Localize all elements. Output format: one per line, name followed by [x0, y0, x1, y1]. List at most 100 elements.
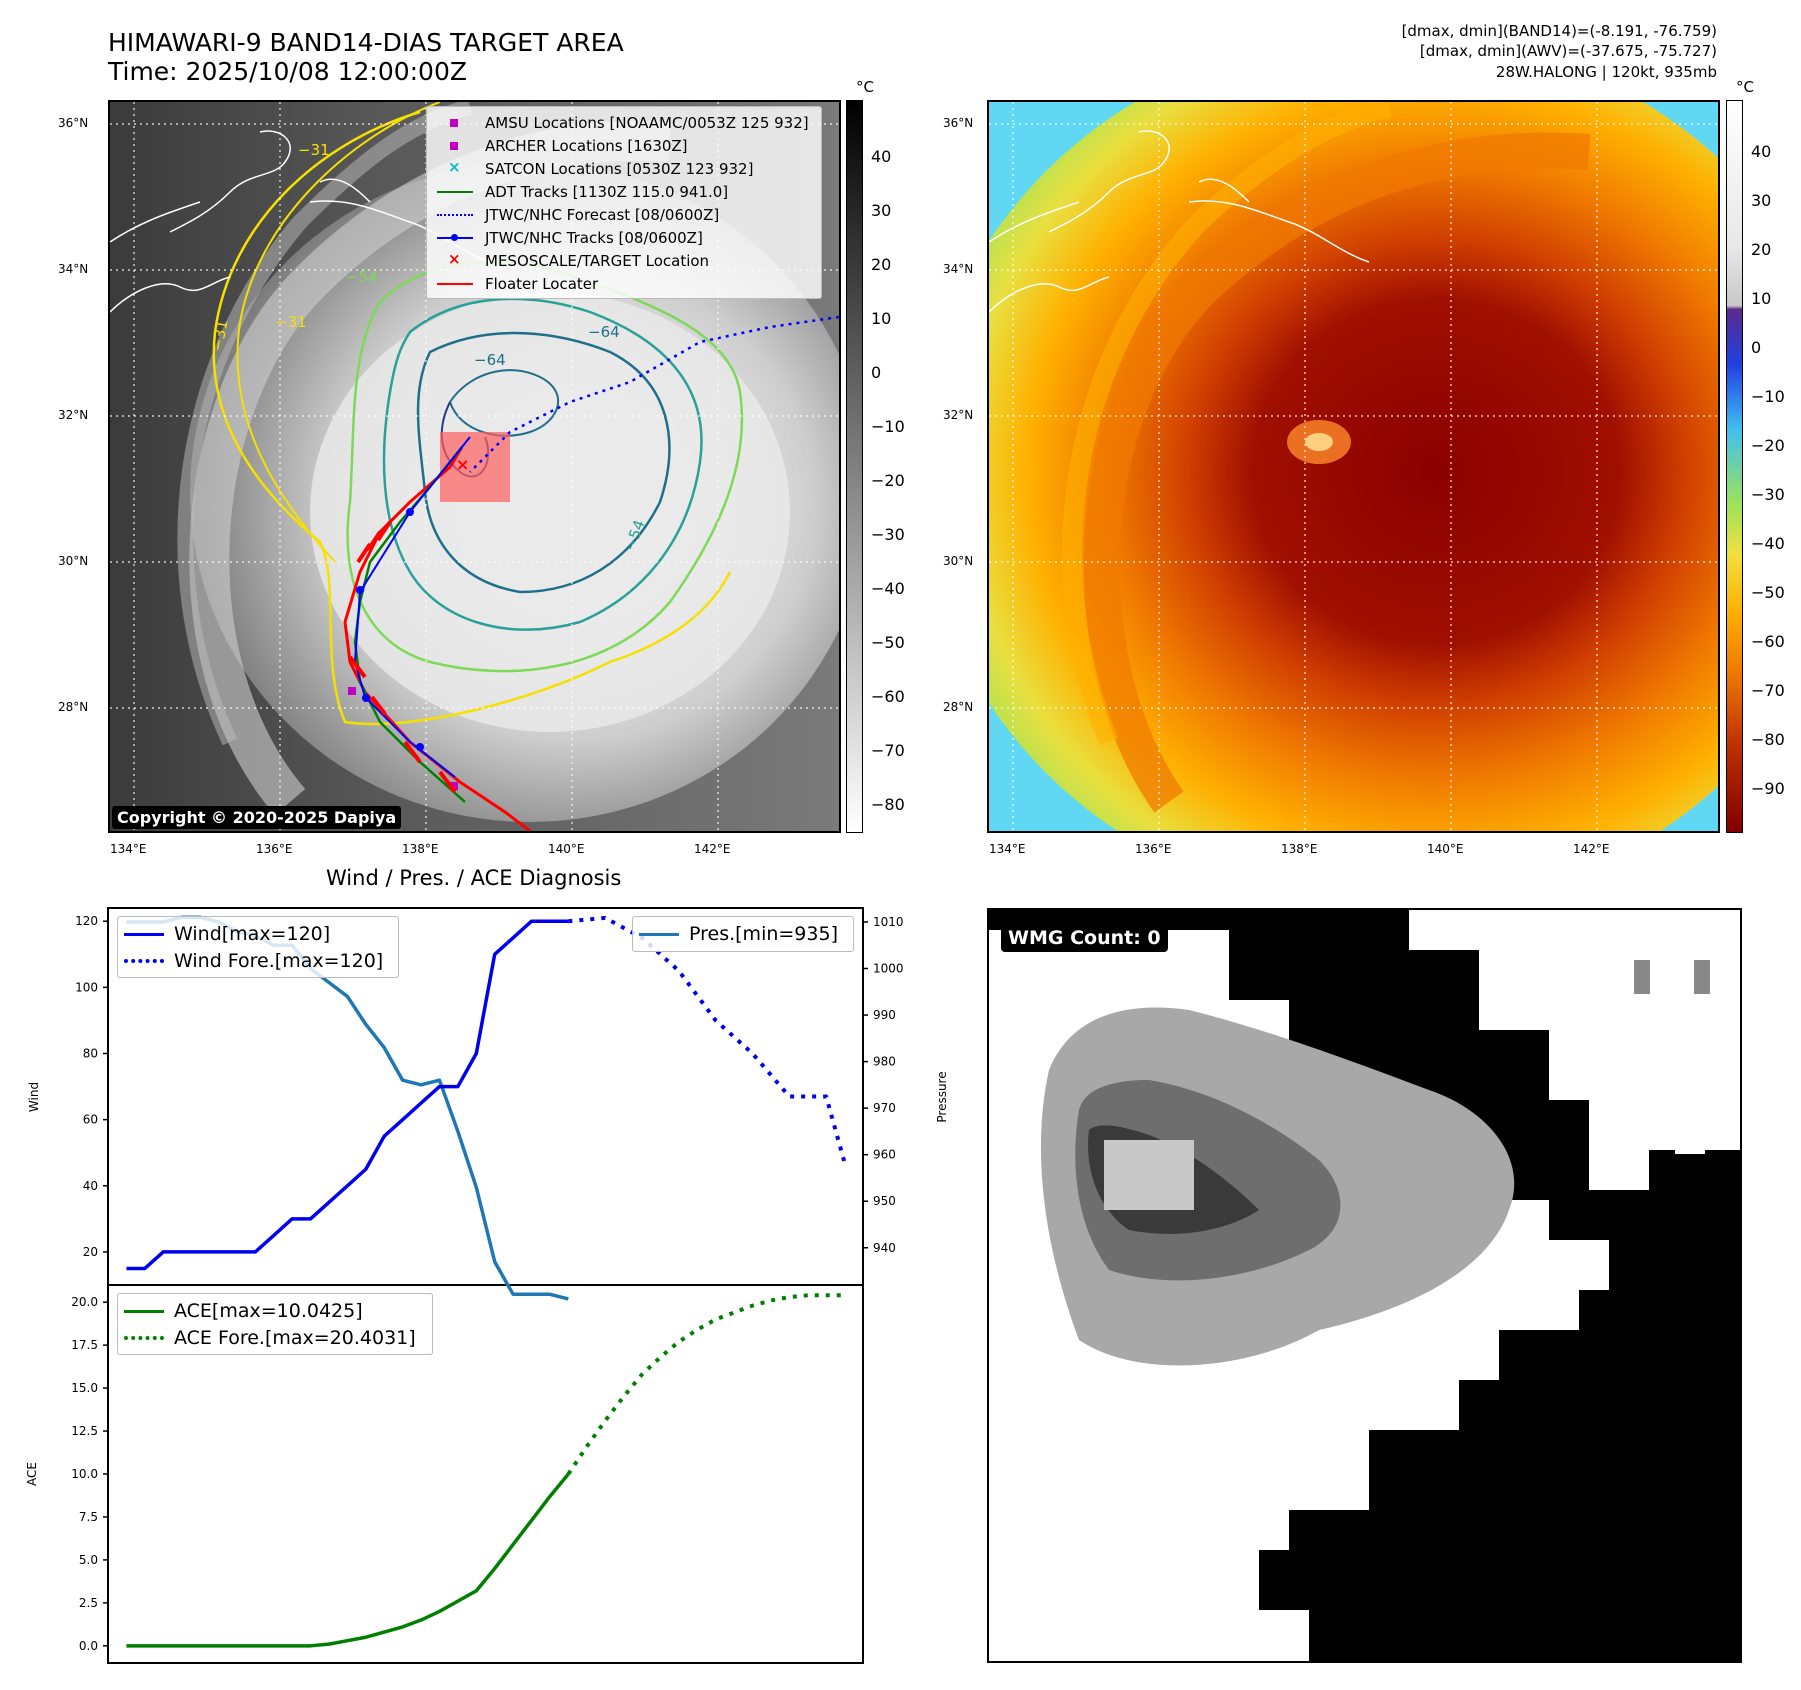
lat-label: 28°N	[943, 700, 974, 714]
colorbar-tick: −90	[1751, 779, 1785, 798]
track-barbs	[348, 520, 457, 794]
wind-tick-label: 120	[75, 914, 98, 928]
colorbar-tick: −30	[1751, 485, 1785, 504]
ace-tick-label: 2.5	[79, 1596, 98, 1610]
pressure-tick-label: 1010	[873, 915, 904, 929]
ace-tick-label: 15.0	[71, 1381, 98, 1395]
track-point	[362, 694, 370, 702]
lat-label: 32°N	[58, 408, 89, 422]
colorbar-tick: −60	[871, 687, 905, 706]
legend-swatch-x-icon: ×	[448, 157, 461, 176]
legend-label: ARCHER Locations [1630Z]	[485, 136, 688, 155]
colorbar-unit: °C	[1736, 78, 1754, 96]
pressure-tick-label: 1000	[873, 962, 904, 976]
legend-swatch-line-icon	[435, 277, 475, 291]
colorbar-tick: −40	[871, 579, 905, 598]
colorbar-tick: −60	[1751, 632, 1785, 651]
lat-label: 30°N	[943, 554, 974, 568]
pressure-tick-label: 980	[873, 1055, 896, 1069]
legend-label: SATCON Locations [0530Z 123 932]	[485, 159, 754, 178]
legend-item-floater: Floater Locater	[435, 272, 813, 295]
lon-label: 140°E	[548, 842, 585, 856]
colorbar-tick: 20	[871, 255, 892, 274]
colorbar-tick: 0	[1751, 338, 1762, 357]
wmg-panel: WMG Count: 0	[987, 908, 1742, 1663]
figure-title-line1: HIMAWARI-9 BAND14-DIAS TARGET AREA	[108, 28, 624, 57]
wmg-count-label: WMG Count: 0	[1001, 924, 1168, 952]
colorbar-tick: −30	[871, 525, 905, 544]
lat-label: 36°N	[943, 116, 974, 130]
wind-legend: Wind[max=120] Wind Fore.[max=120]	[117, 916, 399, 978]
colorbar-tick: 10	[871, 309, 892, 328]
colorbar-tick: 20	[1751, 240, 1772, 259]
legend-label: MESOSCALE/TARGET Location	[485, 251, 710, 270]
legend-swatch-dotted-icon	[124, 954, 164, 968]
wind-tick-label: 40	[83, 1179, 98, 1193]
awv-colorbar	[1726, 100, 1743, 833]
legend-swatch-x-icon: ×	[448, 249, 461, 268]
ace-axis-label: ACE	[25, 1462, 39, 1486]
legend-item-forecast: JTWC/NHC Forecast [08/0600Z]	[435, 203, 813, 226]
ace-tick-label: 10.0	[71, 1467, 98, 1481]
wmg-map-svg	[989, 910, 1740, 1661]
legend-item-ace-forecast: ACE Fore.[max=20.4031]	[124, 1324, 426, 1351]
band14-map: −31 −31 −54 −64 −64 −54 −31 ×	[108, 100, 841, 833]
contour-label: −31	[208, 318, 231, 352]
legend-swatch-line-icon	[639, 927, 679, 941]
legend-label: ACE Fore.[max=20.4031]	[174, 1326, 416, 1349]
ace-legend: ACE[max=10.0425] ACE Fore.[max=20.4031]	[117, 1293, 433, 1355]
legend-swatch-square-icon	[435, 139, 475, 153]
archer-marker	[450, 782, 458, 790]
floater-track	[343, 446, 531, 831]
pressure-legend: Pres.[min=935]	[632, 916, 854, 952]
colorbar-tick: −10	[871, 417, 905, 436]
wmg-bright-core	[1104, 1140, 1194, 1210]
lat-label: 32°N	[943, 408, 974, 422]
legend-label: ACE[max=10.0425]	[174, 1299, 363, 1322]
legend-label: JTWC/NHC Forecast [08/0600Z]	[485, 205, 720, 224]
ace-tick-label: 0.0	[79, 1639, 98, 1653]
pressure-tick-label: 990	[873, 1008, 896, 1022]
legend-swatch-line-icon	[124, 927, 164, 941]
info-line1: [dmax, dmin](BAND14)=(-8.191, -76.759)	[1401, 22, 1717, 40]
legend-label: AMSU Locations [NOAAMC/0053Z 125 932]	[485, 113, 809, 132]
pressure-tick-label: 960	[873, 1148, 896, 1162]
wind-tick-label: 60	[83, 1113, 98, 1127]
ace-tick-label: 12.5	[71, 1424, 98, 1438]
legend-swatch-linedot-icon	[435, 231, 475, 245]
legend-swatch-line-icon	[124, 1304, 164, 1318]
legend-swatch-square-icon	[435, 116, 475, 130]
pressure-tick-label: 970	[873, 1101, 896, 1115]
legend-item-mesoscale: × MESOSCALE/TARGET Location	[435, 249, 813, 272]
contour-label: −64	[474, 351, 506, 369]
legend-item-ace: ACE[max=10.0425]	[124, 1297, 426, 1324]
legend-swatch-dotted-icon	[435, 208, 475, 222]
colorbar-tick: 40	[871, 147, 892, 166]
legend-label: Pres.[min=935]	[689, 922, 838, 945]
awv-map	[987, 100, 1720, 833]
ace-tick-label: 5.0	[79, 1553, 98, 1567]
legend-label: JTWC/NHC Tracks [08/0600Z]	[485, 228, 703, 247]
wind-tick-label: 20	[83, 1245, 98, 1259]
amsu-marker	[348, 687, 356, 695]
wind-tick-label: 80	[83, 1047, 98, 1061]
ace-tick-label: 7.5	[79, 1510, 98, 1524]
lat-label: 36°N	[58, 116, 89, 130]
ace-y-ticks: 0.0 2.5 5.0 7.5 10.0 12.5 15.0 17.5 20.0	[71, 1295, 108, 1653]
ace-tick-label: 17.5	[71, 1338, 98, 1352]
lat-label: 34°N	[943, 262, 974, 276]
figure-title-line2: Time: 2025/10/08 12:00:00Z	[108, 57, 467, 86]
lon-label: 140°E	[1427, 842, 1464, 856]
copyright-label: Copyright © 2020-2025 Dapiya	[112, 806, 402, 829]
lon-label: 136°E	[256, 842, 293, 856]
pressure-tick-label: 940	[873, 1241, 896, 1255]
legend-label: ADT Tracks [1130Z 115.0 941.0]	[485, 182, 729, 201]
wind-forecast-series-line	[568, 915, 847, 1164]
track-point	[356, 586, 364, 594]
colorbar-tick: 30	[1751, 191, 1772, 210]
info-line2: [dmax, dmin](AWV)=(-37.675, -75.727)	[1419, 42, 1717, 60]
lon-label: 142°E	[1573, 842, 1610, 856]
colorbar-unit: °C	[856, 78, 874, 96]
colorbar-tick: −50	[1751, 583, 1785, 602]
